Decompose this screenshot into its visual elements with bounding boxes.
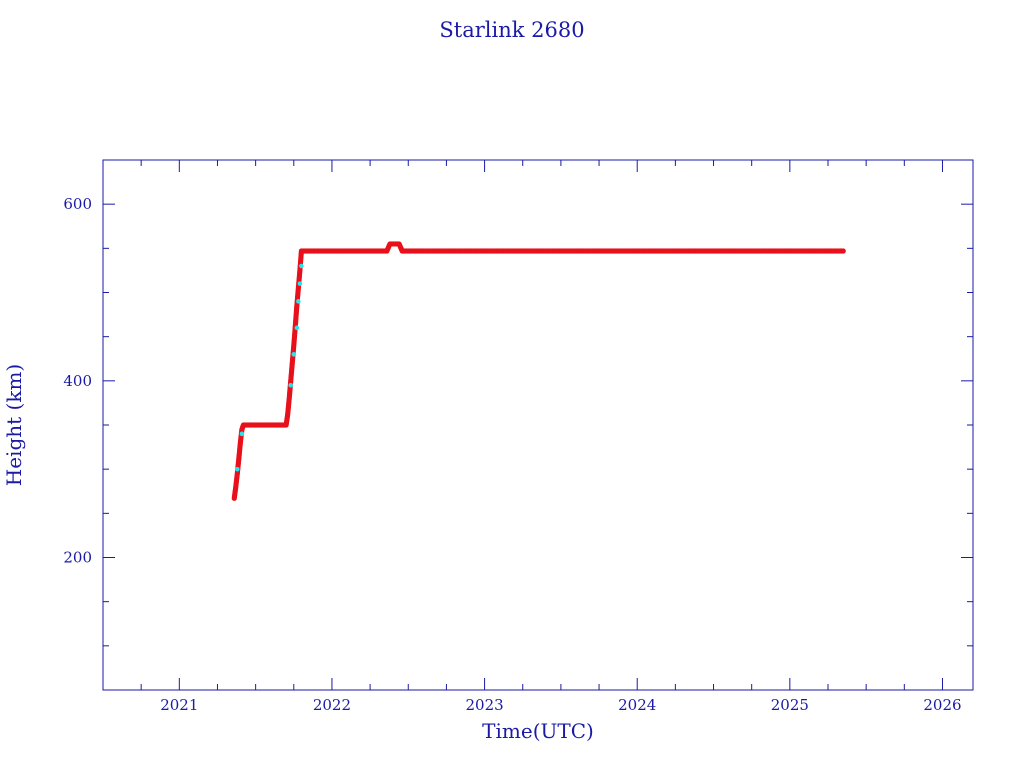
data-point xyxy=(288,382,294,388)
data-point xyxy=(299,263,304,269)
x-tick-label: 2021 xyxy=(160,696,198,714)
data-point xyxy=(291,352,297,357)
series-secondary xyxy=(235,263,304,472)
x-tick-label: 2026 xyxy=(923,696,961,714)
data-point xyxy=(840,248,846,254)
y-axis-label: Height (km) xyxy=(2,364,26,486)
axis-ticks xyxy=(103,159,973,690)
tick-labels: 2021 2022 2023 2024 2025 2026 200 400 600 xyxy=(63,195,961,714)
data-point xyxy=(294,325,300,331)
x-tick-label: 2024 xyxy=(618,696,656,714)
data-point xyxy=(235,466,240,472)
chart-title: Starlink 2680 xyxy=(439,18,584,42)
plot-frame xyxy=(102,159,974,691)
y-tick-label: 200 xyxy=(63,549,92,567)
data-point xyxy=(297,281,303,286)
series-main xyxy=(231,241,846,501)
y-tick-label: 600 xyxy=(63,195,92,213)
x-tick-label: 2023 xyxy=(465,696,503,714)
data-point xyxy=(239,431,245,437)
x-tick-label: 2022 xyxy=(313,696,351,714)
data-point xyxy=(296,299,301,304)
x-axis-label: Time(UTC) xyxy=(482,719,594,743)
x-tick-label: 2025 xyxy=(771,696,809,714)
y-tick-label: 400 xyxy=(63,372,92,390)
data-points xyxy=(231,241,846,501)
